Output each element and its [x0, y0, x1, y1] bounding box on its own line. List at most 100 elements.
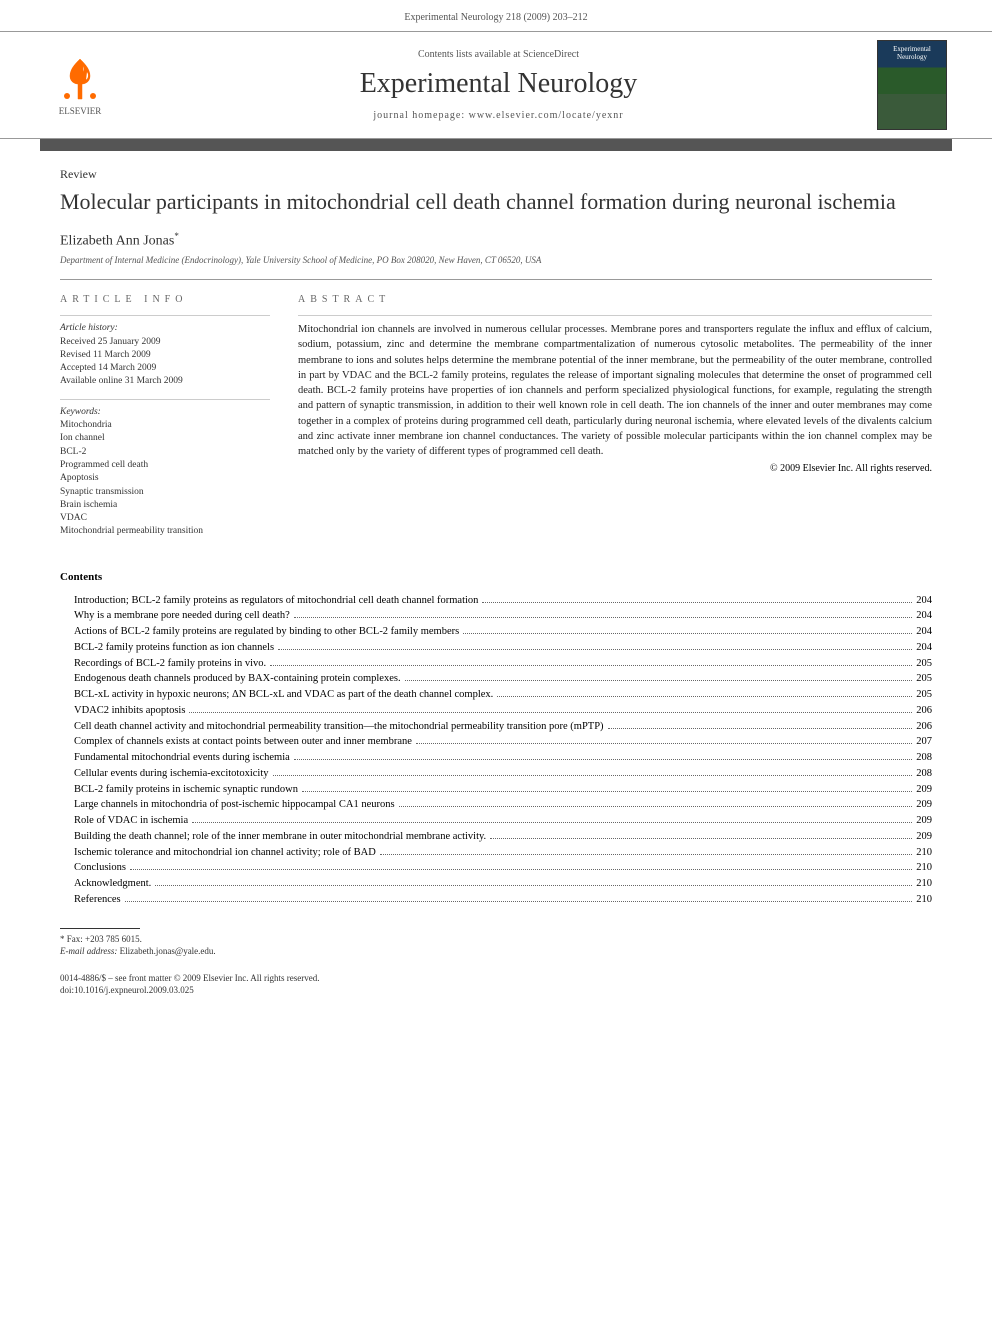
toc-row[interactable]: Building the death channel; role of the … [60, 829, 932, 845]
toc-leader-dots [608, 728, 913, 729]
banner-divider [40, 139, 952, 151]
toc-entry-title: Endogenous death channels produced by BA… [74, 671, 401, 687]
page-footer: * Fax: +203 785 6015. E-mail address: El… [0, 928, 992, 1017]
keyword-item: Ion channel [60, 432, 270, 445]
toc-entry-title: Role of VDAC in ischemia [74, 813, 188, 829]
toc-row[interactable]: BCL-xL activity in hypoxic neurons; ΔN B… [60, 687, 932, 703]
toc-row[interactable]: Ischemic tolerance and mitochondrial ion… [60, 845, 932, 861]
toc-leader-dots [270, 665, 912, 666]
toc-entry-title: Cellular events during ischemia-excitoto… [74, 766, 269, 782]
article-type: Review [60, 167, 932, 182]
toc-row[interactable]: BCL-2 family proteins in ischemic synapt… [60, 782, 932, 798]
email-address[interactable]: Elizabeth.jonas@yale.edu. [120, 946, 216, 956]
toc-entry-title: BCL-xL activity in hypoxic neurons; ΔN B… [74, 687, 493, 703]
toc-row[interactable]: Cell death channel activity and mitochon… [60, 719, 932, 735]
toc-row[interactable]: References210 [60, 892, 932, 908]
article-history-block: Article history: Received 25 January 200… [60, 315, 270, 388]
toc-entry-page: 208 [916, 766, 932, 782]
article-content: Review Molecular participants in mitocho… [0, 151, 992, 928]
keyword-item: VDAC [60, 512, 270, 525]
toc-leader-dots [405, 680, 913, 681]
corresponding-fax: * Fax: +203 785 6015. [60, 933, 932, 946]
keyword-item: BCL-2 [60, 446, 270, 459]
toc-entry-page: 204 [916, 608, 932, 624]
keywords-list: MitochondriaIon channelBCL-2Programmed c… [60, 419, 270, 539]
copyright-block: 0014-4886/$ – see front matter © 2009 El… [60, 972, 932, 997]
toc-row[interactable]: Complex of channels exists at contact po… [60, 734, 932, 750]
toc-leader-dots [463, 633, 912, 634]
history-accepted: Accepted 14 March 2009 [60, 362, 270, 375]
toc-entry-title: Why is a membrane pore needed during cel… [74, 608, 290, 624]
toc-entry-page: 209 [916, 829, 932, 845]
toc-leader-dots [399, 806, 913, 807]
toc-entry-title: Fundamental mitochondrial events during … [74, 750, 290, 766]
abstract-column: ABSTRACT Mitochondrial ion channels are … [298, 294, 932, 548]
toc-row[interactable]: Recordings of BCL-2 family proteins in v… [60, 656, 932, 672]
toc-entry-title: Large channels in mitochondria of post-i… [74, 797, 395, 813]
toc-leader-dots [302, 791, 912, 792]
toc-leader-dots [294, 617, 913, 618]
toc-row[interactable]: Acknowledgment.210 [60, 876, 932, 892]
toc-entry-page: 206 [916, 703, 932, 719]
toc-row[interactable]: Fundamental mitochondrial events during … [60, 750, 932, 766]
toc-leader-dots [189, 712, 912, 713]
publisher-name: ELSEVIER [59, 106, 102, 116]
toc-row[interactable]: BCL-2 family proteins function as ion ch… [60, 640, 932, 656]
table-of-contents: Introduction; BCL-2 family proteins as r… [60, 593, 932, 908]
toc-row[interactable]: Actions of BCL-2 family proteins are reg… [60, 624, 932, 640]
toc-leader-dots [155, 885, 912, 886]
toc-entry-title: BCL-2 family proteins function as ion ch… [74, 640, 274, 656]
toc-entry-title: Ischemic tolerance and mitochondrial ion… [74, 845, 376, 861]
toc-entry-page: 204 [916, 593, 932, 609]
history-received: Received 25 January 2009 [60, 336, 270, 349]
journal-name: Experimental Neurology [120, 68, 877, 100]
info-abstract-row: ARTICLE INFO Article history: Received 2… [60, 279, 932, 548]
toc-entry-page: 210 [916, 860, 932, 876]
keyword-item: Mitochondria [60, 419, 270, 432]
toc-leader-dots [130, 869, 912, 870]
cover-title: Experimental Neurology [882, 45, 942, 61]
issn-line: 0014-4886/$ – see front matter © 2009 El… [60, 972, 932, 985]
history-label: Article history: [60, 322, 270, 335]
toc-entry-page: 204 [916, 624, 932, 640]
toc-leader-dots [416, 743, 912, 744]
abstract-heading: ABSTRACT [298, 294, 932, 305]
email-label: E-mail address: [60, 946, 117, 956]
history-revised: Revised 11 March 2009 [60, 349, 270, 362]
author-marker: * [174, 231, 179, 241]
cover-thumbnail-block: Experimental Neurology [877, 40, 952, 130]
footer-rule [60, 928, 140, 929]
toc-leader-dots [192, 822, 912, 823]
sciencedirect-link[interactable]: ScienceDirect [523, 49, 579, 60]
toc-row[interactable]: VDAC2 inhibits apoptosis206 [60, 703, 932, 719]
toc-entry-page: 210 [916, 876, 932, 892]
journal-homepage: journal homepage: www.elsevier.com/locat… [120, 110, 877, 121]
toc-row[interactable]: Role of VDAC in ischemia209 [60, 813, 932, 829]
toc-row[interactable]: Why is a membrane pore needed during cel… [60, 608, 932, 624]
history-online: Available online 31 March 2009 [60, 375, 270, 388]
toc-leader-dots [294, 759, 912, 760]
toc-row[interactable]: Cellular events during ischemia-excitoto… [60, 766, 932, 782]
doi-line: doi:10.1016/j.expneurol.2009.03.025 [60, 984, 932, 997]
keyword-item: Mitochondrial permeability transition [60, 525, 270, 538]
homepage-label: journal homepage: [373, 110, 468, 121]
toc-row[interactable]: Introduction; BCL-2 family proteins as r… [60, 593, 932, 609]
journal-cover-icon: Experimental Neurology [877, 40, 947, 130]
article-title: Molecular participants in mitochondrial … [60, 188, 932, 217]
toc-entry-title: References [74, 892, 121, 908]
toc-entry-page: 210 [916, 845, 932, 861]
publisher-logo-block: ELSEVIER [40, 54, 120, 116]
contents-available-text: Contents lists available at [418, 49, 523, 60]
author-text: Elizabeth Ann Jonas [60, 233, 174, 248]
toc-row[interactable]: Large channels in mitochondria of post-i… [60, 797, 932, 813]
toc-entry-page: 205 [916, 656, 932, 672]
toc-entry-title: Conclusions [74, 860, 126, 876]
keyword-item: Programmed cell death [60, 459, 270, 472]
contents-heading: Contents [60, 571, 932, 583]
toc-entry-page: 205 [916, 687, 932, 703]
homepage-url[interactable]: www.elsevier.com/locate/yexnr [469, 110, 624, 121]
toc-row[interactable]: Conclusions 210 [60, 860, 932, 876]
toc-entry-title: BCL-2 family proteins in ischemic synapt… [74, 782, 298, 798]
keyword-item: Apoptosis [60, 472, 270, 485]
toc-row[interactable]: Endogenous death channels produced by BA… [60, 671, 932, 687]
